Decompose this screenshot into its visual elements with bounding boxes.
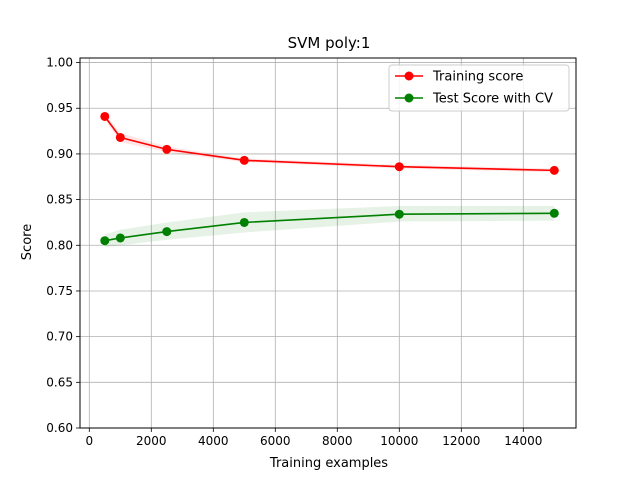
- y-tick-label: 0.60: [46, 421, 73, 435]
- legend-box: [388, 64, 570, 112]
- x-tick-label: 10000: [380, 434, 418, 448]
- x-tick-label: 8000: [322, 434, 353, 448]
- y-tick-label: 0.85: [46, 193, 73, 207]
- x-tick-label: 0: [85, 434, 93, 448]
- test-score-point: [549, 208, 559, 218]
- y-tick-label: 0.90: [46, 147, 73, 161]
- x-axis-ticks: 0 2000 4000 6000 8000 10000 12000 14000: [85, 428, 542, 448]
- legend-marker-training-score: [404, 71, 414, 81]
- y-tick-label: 0.65: [46, 375, 73, 389]
- test-score-point: [115, 233, 125, 243]
- chart-title: SVM poly:1: [288, 34, 371, 52]
- legend-label-test-score: Test Score with CV: [432, 92, 553, 107]
- series-points: [100, 111, 559, 246]
- training-score-band: [104, 113, 555, 173]
- y-tick-label: 1.00: [46, 56, 73, 70]
- y-axis-label: Score: [20, 224, 35, 260]
- legend-label-training-score: Training score: [432, 70, 523, 85]
- plot-frame: [79, 57, 577, 429]
- training-score-point: [239, 155, 249, 165]
- y-tick-label: 0.75: [46, 284, 73, 298]
- training-score-point: [394, 162, 404, 172]
- training-score-point: [162, 144, 172, 154]
- test-score-band: [104, 206, 555, 248]
- y-tick-label: 0.95: [46, 101, 73, 115]
- x-tick-label: 2000: [136, 434, 167, 448]
- confidence-bands: [104, 113, 555, 248]
- test-score-point: [162, 227, 172, 237]
- x-tick-label: 14000: [504, 434, 542, 448]
- test-score-point: [394, 209, 404, 219]
- x-axis-label: Training examples: [269, 456, 388, 471]
- test-score-point: [100, 236, 110, 246]
- training-score-point: [549, 165, 559, 175]
- training-score-point: [100, 111, 110, 121]
- legend-marker-test-score: [404, 93, 414, 103]
- training-score-point: [115, 132, 125, 142]
- x-tick-label: 6000: [260, 434, 291, 448]
- x-tick-label: 4000: [198, 434, 229, 448]
- y-tick-label: 0.80: [46, 238, 73, 252]
- test-score-point: [239, 217, 249, 227]
- legend: Training score Test Score with CV: [388, 64, 570, 112]
- y-tick-label: 0.70: [46, 330, 73, 344]
- y-axis-ticks: 0.60 0.65 0.70 0.75 0.80 0.85 0.90 0.95 1.00: [46, 56, 80, 435]
- x-tick-label: 12000: [442, 434, 480, 448]
